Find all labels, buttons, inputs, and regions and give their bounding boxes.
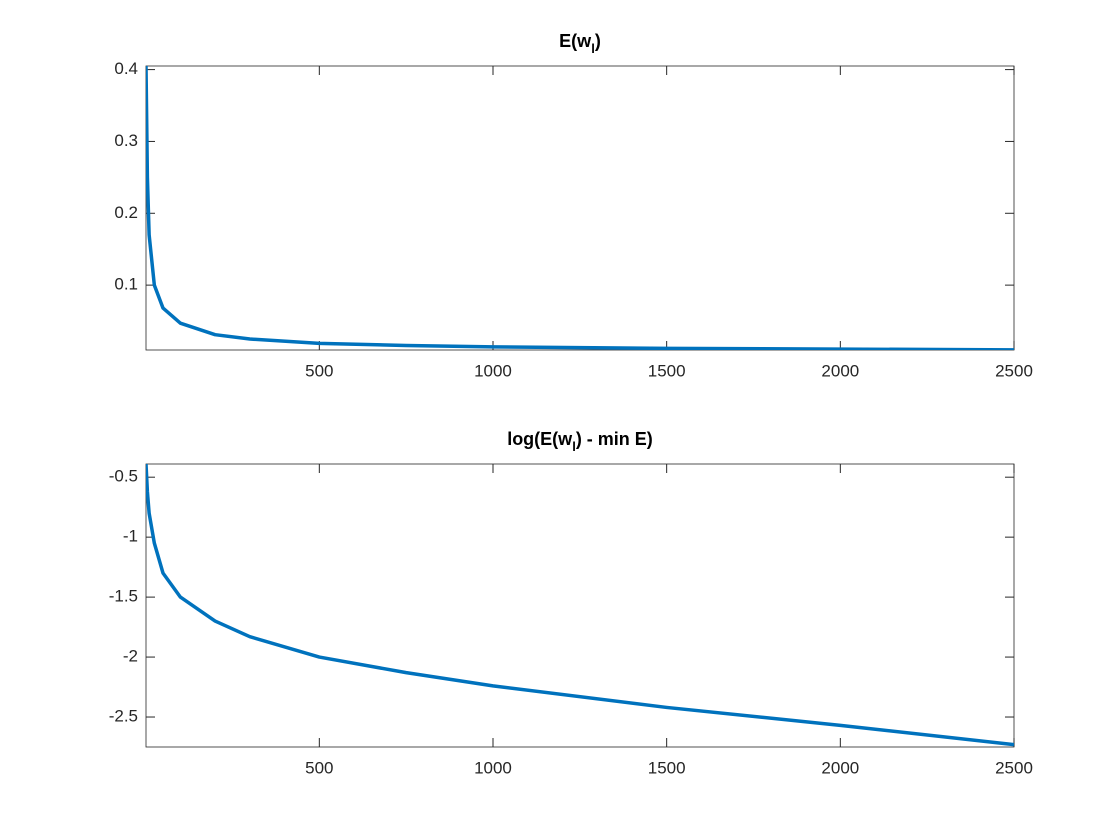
x-tick-label: 1500 (648, 361, 686, 380)
x-tick-label: 1000 (474, 361, 512, 380)
title-part: ) (595, 31, 601, 51)
y-tick-label: 0.1 (114, 275, 138, 294)
subplot: log(E(wl) - min E) 500 1000 1500 2000 2500 -2.… (109, 429, 1033, 778)
x-tick-label: 1000 (474, 758, 512, 777)
title-part: log(E(w (507, 429, 573, 449)
x-tick-label: 2000 (821, 361, 859, 380)
title-part: l (572, 439, 576, 454)
chart-title: log(E(wl) - min E) (507, 429, 653, 454)
x-tick-label: 2500 (995, 361, 1033, 380)
y-tick-label: -0.5 (109, 467, 138, 486)
y-tick-label: -2 (123, 647, 138, 666)
y-tick-label: -2.5 (109, 707, 138, 726)
x-tick-label: 1500 (648, 758, 686, 777)
title-part: l (591, 41, 595, 56)
subplot: E(wl) 500 1000 1500 2000 2500 0.1 0.2 0.3 0.4 (114, 31, 1033, 381)
title-part: E(w (559, 31, 592, 51)
y-tick-label: 0.2 (114, 203, 138, 222)
y-tick-label: 0.3 (114, 131, 138, 150)
y-tick-label: -1 (123, 527, 138, 546)
y-tick-label: 0.4 (114, 59, 138, 78)
plot-area (145, 463, 1015, 748)
title-part: ) - min E) (576, 429, 653, 449)
y-tick-label: -1.5 (109, 587, 138, 606)
line (146, 66, 1014, 350)
plot-area (145, 65, 1015, 351)
line (146, 464, 1014, 747)
chart-title: E(wl) (559, 31, 601, 56)
x-tick-label: 2000 (821, 758, 859, 777)
x-tick-label: 500 (305, 758, 333, 777)
x-tick-label: 2500 (995, 758, 1033, 777)
x-tick-label: 500 (305, 361, 333, 380)
